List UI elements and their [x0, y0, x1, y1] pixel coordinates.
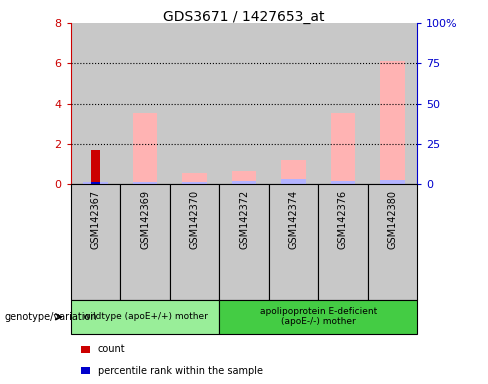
Bar	[170, 23, 219, 184]
Text: GDS3671 / 1427653_at: GDS3671 / 1427653_at	[163, 10, 325, 23]
Text: genotype/variation: genotype/variation	[5, 312, 98, 322]
Bar	[91, 150, 100, 184]
Bar	[83, 182, 108, 184]
Bar	[83, 183, 108, 184]
Bar	[182, 182, 207, 184]
Bar	[318, 23, 368, 184]
Bar	[120, 23, 170, 184]
Text: count: count	[98, 344, 125, 354]
Bar	[368, 23, 417, 184]
Bar	[133, 182, 157, 184]
Bar	[331, 181, 355, 184]
Text: GSM142376: GSM142376	[338, 190, 348, 249]
Bar	[71, 184, 120, 300]
Bar	[269, 23, 318, 184]
Bar	[219, 184, 269, 300]
Bar	[71, 300, 219, 334]
Bar	[380, 61, 405, 184]
Bar	[120, 184, 170, 300]
Bar	[232, 171, 256, 184]
Bar	[182, 173, 207, 184]
Bar	[331, 113, 355, 184]
Bar	[219, 300, 417, 334]
Bar	[133, 113, 157, 184]
Bar	[380, 180, 405, 184]
Text: percentile rank within the sample: percentile rank within the sample	[98, 366, 263, 376]
Bar	[281, 179, 306, 184]
Bar	[170, 184, 219, 300]
Bar	[368, 184, 417, 300]
Bar	[91, 182, 100, 184]
Bar	[232, 181, 256, 184]
Bar	[318, 184, 368, 300]
Text: GSM142370: GSM142370	[189, 190, 200, 249]
Text: wildtype (apoE+/+) mother: wildtype (apoE+/+) mother	[82, 312, 207, 321]
Text: GSM142369: GSM142369	[140, 190, 150, 249]
Text: GSM142380: GSM142380	[387, 190, 398, 249]
Bar	[281, 160, 306, 184]
Text: GSM142372: GSM142372	[239, 190, 249, 249]
Bar	[71, 23, 120, 184]
Text: apolipoprotein E-deficient
(apoE-/-) mother: apolipoprotein E-deficient (apoE-/-) mot…	[260, 307, 377, 326]
Bar	[269, 184, 318, 300]
Bar	[219, 23, 269, 184]
Text: GSM142367: GSM142367	[90, 190, 101, 249]
Text: GSM142374: GSM142374	[288, 190, 299, 249]
